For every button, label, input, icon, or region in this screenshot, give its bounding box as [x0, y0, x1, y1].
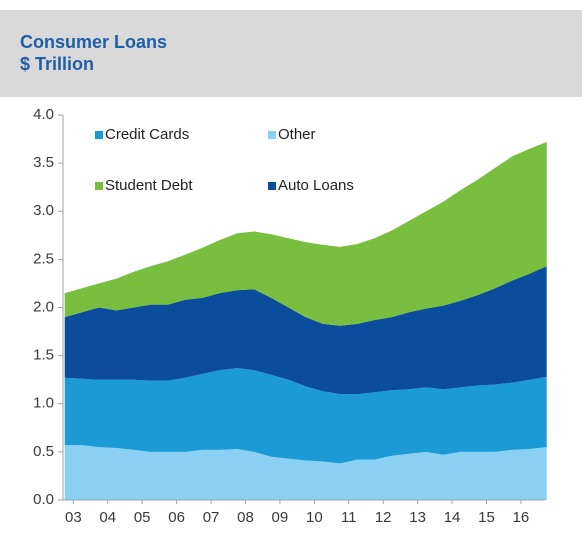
y-tick-label: 1.0	[33, 395, 54, 412]
x-tick-label: 12	[375, 509, 392, 526]
y-tick-label: 2.0	[33, 298, 54, 315]
legend-swatch	[268, 131, 276, 139]
legend-label: Other	[278, 126, 316, 143]
area	[64, 266, 547, 395]
x-tick-label: 07	[203, 509, 220, 526]
y-tick-label: 3.0	[33, 202, 54, 219]
x-tick-label: 16	[513, 509, 530, 526]
chart-title: Consumer Loans	[20, 32, 167, 52]
y-tick-label: 0.5	[33, 443, 54, 460]
x-tick-label: 11	[341, 509, 357, 526]
legend-swatch	[95, 131, 103, 139]
x-tick-label: 04	[99, 509, 116, 526]
area	[64, 368, 547, 464]
x-tick-label: 08	[237, 509, 254, 526]
x-tick-label: 14	[444, 509, 461, 526]
legend-swatch	[268, 182, 276, 190]
x-tick-label: 10	[306, 509, 323, 526]
legend-label: Student Debt	[105, 177, 193, 194]
x-tick-label: 15	[478, 509, 495, 526]
legend-label: Credit Cards	[105, 126, 189, 143]
x-tick-label: 05	[134, 509, 151, 526]
y-tick-label: 1.5	[33, 347, 54, 364]
header-band	[0, 10, 582, 97]
area	[64, 142, 547, 326]
area	[64, 445, 547, 500]
x-tick-label: 06	[168, 509, 185, 526]
y-tick-label: 0.0	[33, 491, 54, 508]
y-tick-label: 3.5	[33, 154, 54, 171]
x-tick-label: 13	[409, 509, 426, 526]
legend-swatch	[95, 182, 103, 190]
chart-subtitle: $ Trillion	[20, 54, 94, 74]
x-tick-label: 09	[272, 509, 289, 526]
legend-label: Auto Loans	[278, 177, 354, 194]
y-tick-label: 2.5	[33, 250, 54, 267]
y-tick-label: 4.0	[33, 106, 54, 123]
x-tick-label: 03	[65, 509, 82, 526]
